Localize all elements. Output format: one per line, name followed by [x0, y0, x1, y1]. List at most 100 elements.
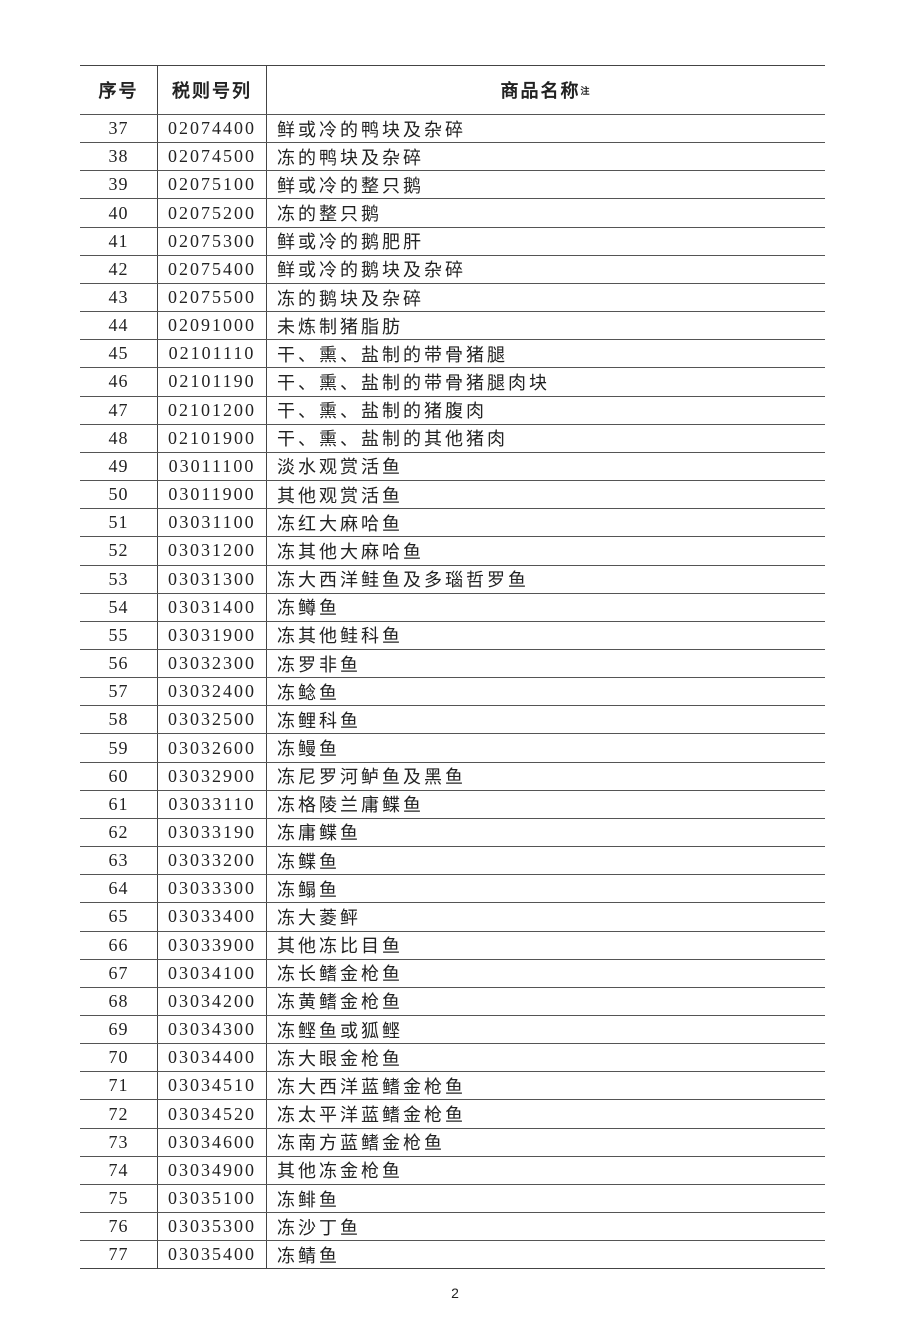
cell-tariff-code: 03031300	[158, 565, 267, 593]
table-row: 72 03034520 冻太平洋蓝鳍金枪鱼	[80, 1099, 825, 1128]
table-row: 57 03032400 冻鲶鱼	[80, 677, 825, 706]
cell-product-name: 冻大眼金枪鱼	[277, 1048, 403, 1069]
cell-product-name: 淡水观赏活鱼	[277, 457, 403, 478]
cell-tariff-code: 02101190	[158, 368, 267, 396]
table-row: 69 03034300 冻鲣鱼或狐鲣	[80, 1015, 825, 1044]
cell-index: 57	[80, 678, 158, 706]
cell-tariff-code: 03034400	[158, 1044, 267, 1072]
table-row: 74 03034900 其他冻金枪鱼	[80, 1155, 825, 1184]
header-note-mark: 注	[580, 85, 592, 96]
cell-product-name: 冻长鳍金枪鱼	[277, 964, 403, 985]
cell-product-name: 干、熏、盐制的带骨猪腿	[277, 344, 508, 365]
cell-index: 64	[80, 875, 158, 903]
cell-product-name: 冻鲽鱼	[277, 851, 340, 872]
cell-index: 43	[80, 283, 158, 312]
table-row: 53 03031300 冻大西洋鲑鱼及多瑙哲罗鱼	[80, 564, 825, 593]
cell-tariff-code: 03031100	[158, 509, 267, 537]
table-row: 63 03033200 冻鲽鱼	[80, 846, 825, 875]
cell-product-name: 冻尼罗河鲈鱼及黑鱼	[277, 767, 466, 788]
cell-product-name: 其他冻金枪鱼	[277, 1161, 403, 1182]
cell-tariff-code: 02074400	[158, 115, 267, 143]
cell-tariff-code: 02091000	[158, 312, 267, 340]
cell-index: 62	[80, 818, 158, 847]
cell-tariff-code: 02075100	[158, 171, 267, 199]
cell-product-name: 其他观赏活鱼	[277, 485, 403, 506]
cell-index: 48	[80, 424, 158, 452]
table-row: 52 03031200 冻其他大麻哈鱼	[80, 536, 825, 565]
cell-product-name: 干、熏、盐制的猪腹肉	[277, 401, 487, 422]
table-row: 59 03032600 冻鳗鱼	[80, 733, 825, 762]
header-product-name: 商品名称注	[267, 66, 825, 114]
cell-product-name: 鲜或冷的整只鹅	[277, 175, 424, 196]
cell-tariff-code: 03034100	[158, 959, 267, 987]
tariff-table: 序号 税则号列 商品名称注 37 02074400 鲜或冷的鸭块及杂碎 38 02074…	[80, 65, 825, 1270]
cell-index: 66	[80, 931, 158, 959]
cell-tariff-code: 02075400	[158, 255, 267, 283]
cell-product-name: 冻的整只鹅	[277, 204, 382, 225]
cell-index: 63	[80, 847, 158, 875]
cell-index: 60	[80, 762, 158, 790]
table-header: 序号 税则号列 商品名称注	[80, 66, 825, 114]
cell-product-name: 鲜或冷的鸭块及杂碎	[277, 119, 466, 140]
cell-tariff-code: 02074500	[158, 143, 267, 171]
cell-product-name: 冻鲤科鱼	[277, 710, 361, 731]
cell-product-name: 冻鳟鱼	[277, 598, 340, 619]
table-row: 45 02101110 干、熏、盐制的带骨猪腿	[80, 339, 825, 368]
table-row: 39 02075100 鲜或冷的整只鹅	[80, 170, 825, 199]
cell-index: 74	[80, 1156, 158, 1184]
table-row: 64 03033300 冻鳎鱼	[80, 874, 825, 903]
cell-tariff-code: 03011900	[158, 481, 267, 509]
cell-index: 49	[80, 452, 158, 481]
cell-product-name: 冻太平洋蓝鳍金枪鱼	[277, 1105, 466, 1126]
table-row: 71 03034510 冻大西洋蓝鳍金枪鱼	[80, 1071, 825, 1100]
cell-product-name: 冻的鹅块及杂碎	[277, 288, 424, 309]
header-tariff-code: 税则号列	[158, 66, 267, 114]
table-row: 37 02074400 鲜或冷的鸭块及杂碎	[80, 114, 825, 143]
cell-tariff-code: 02101900	[158, 424, 267, 452]
cell-index: 65	[80, 903, 158, 931]
table-row: 48 02101900 干、熏、盐制的其他猪肉	[80, 423, 825, 452]
table-row: 61 03033110 冻格陵兰庸鲽鱼	[80, 789, 825, 818]
table-row: 47 02101200 干、熏、盐制的猪腹肉	[80, 395, 825, 424]
table-row: 70 03034400 冻大眼金枪鱼	[80, 1043, 825, 1072]
table-row: 50 03011900 其他观赏活鱼	[80, 480, 825, 509]
cell-product-name: 鲜或冷的鹅肥肝	[277, 232, 424, 253]
cell-tariff-code: 02075500	[158, 283, 267, 312]
table-row: 41 02075300 鲜或冷的鹅肥肝	[80, 226, 825, 255]
cell-index: 52	[80, 537, 158, 565]
table-row: 60 03032900 冻尼罗河鲈鱼及黑鱼	[80, 761, 825, 790]
cell-product-name: 冻鲶鱼	[277, 682, 340, 703]
cell-tariff-code: 03032300	[158, 649, 267, 678]
cell-index: 76	[80, 1213, 158, 1241]
cell-tariff-code: 03035100	[158, 1184, 267, 1213]
table-row: 42 02075400 鲜或冷的鹅块及杂碎	[80, 254, 825, 283]
cell-tariff-code: 03032900	[158, 762, 267, 790]
cell-tariff-code: 03034300	[158, 1016, 267, 1044]
cell-product-name: 冻沙丁鱼	[277, 1217, 361, 1238]
cell-tariff-code: 03035400	[158, 1241, 267, 1269]
cell-index: 58	[80, 706, 158, 734]
cell-tariff-code: 02075200	[158, 199, 267, 227]
cell-index: 55	[80, 621, 158, 649]
cell-tariff-code: 03031900	[158, 621, 267, 649]
cell-index: 75	[80, 1184, 158, 1213]
cell-tariff-code: 03031200	[158, 537, 267, 565]
table-row: 43 02075500 冻的鹅块及杂碎	[80, 282, 825, 312]
table-row: 54 03031400 冻鳟鱼	[80, 592, 825, 621]
cell-product-name: 冻鲭鱼	[277, 1245, 340, 1266]
cell-index: 71	[80, 1072, 158, 1100]
cell-index: 42	[80, 255, 158, 283]
cell-product-name: 冻其他大麻哈鱼	[277, 541, 424, 562]
cell-tariff-code: 03033200	[158, 847, 267, 875]
cell-product-name: 冻南方蓝鳍金枪鱼	[277, 1133, 445, 1154]
table-row: 58 03032500 冻鲤科鱼	[80, 705, 825, 734]
cell-index: 51	[80, 509, 158, 537]
cell-index: 69	[80, 1016, 158, 1044]
cell-product-name: 冻鲱鱼	[277, 1189, 340, 1210]
cell-tariff-code: 03034900	[158, 1156, 267, 1184]
cell-tariff-code: 03033400	[158, 903, 267, 931]
cell-tariff-code: 02101200	[158, 396, 267, 424]
cell-index: 44	[80, 312, 158, 340]
cell-tariff-code: 03032600	[158, 734, 267, 762]
cell-tariff-code: 03032500	[158, 706, 267, 734]
